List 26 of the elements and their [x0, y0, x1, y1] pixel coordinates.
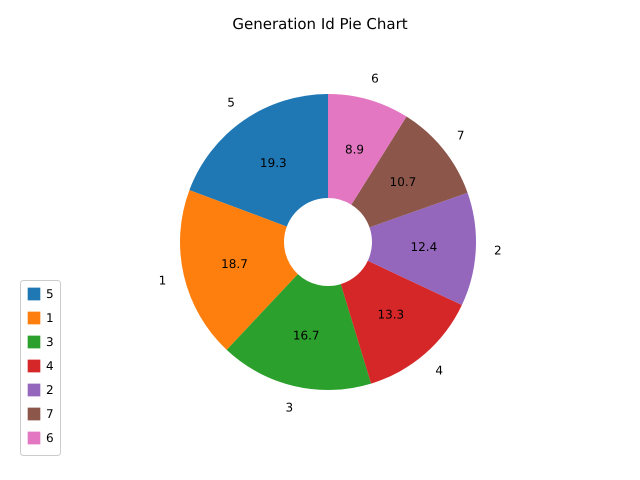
data-label: 16.7	[292, 328, 320, 342]
legend-label: 4	[46, 359, 54, 373]
donut-slice	[189, 94, 328, 227]
legend-label: 3	[46, 335, 54, 349]
donut-slice	[368, 192, 476, 306]
legend-label: 2	[46, 383, 54, 397]
data-label: 12.4	[410, 240, 438, 254]
slice-label: 4	[435, 364, 444, 378]
legend-label: 5	[46, 287, 54, 301]
chart-title: Generation Id Pie Chart	[232, 15, 408, 33]
legend-label: 1	[46, 311, 54, 325]
donut-slice	[340, 260, 462, 384]
data-label: 18.7	[221, 256, 248, 271]
slice-label: 3	[286, 400, 294, 415]
data-label: 8.9	[344, 142, 364, 157]
donut-slice	[226, 274, 372, 390]
slice-label: 1	[158, 274, 166, 288]
slice-label: 7	[456, 128, 464, 143]
data-label: 13.3	[377, 308, 404, 322]
data-label: 19.3	[260, 156, 287, 170]
legend-label: 7	[46, 407, 54, 421]
legend-label: 6	[46, 431, 54, 445]
slice-label: 2	[494, 244, 502, 258]
slice-label: 5	[227, 95, 235, 110]
slice-label: 6	[371, 72, 379, 86]
data-label: 10.7	[390, 174, 416, 189]
